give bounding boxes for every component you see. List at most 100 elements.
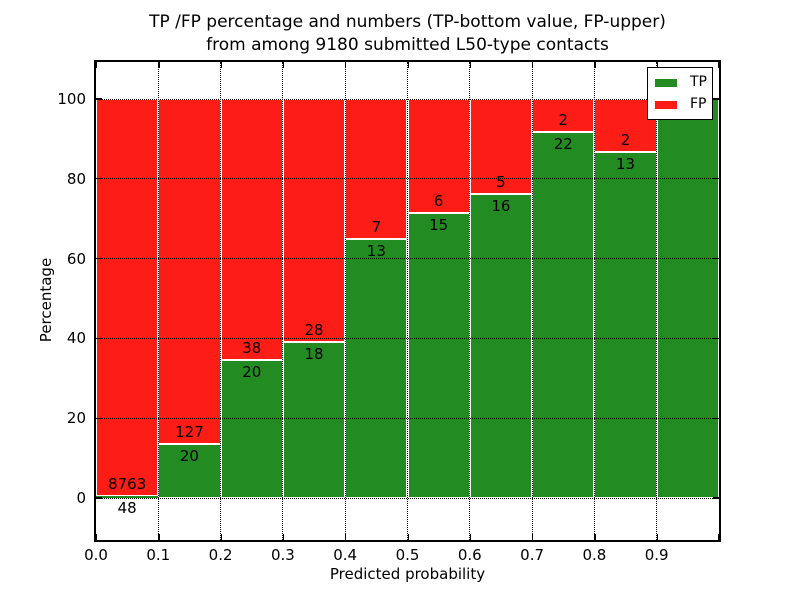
y-tick-mark [713,98,719,100]
x-tick-mark [96,534,98,540]
x-tick-mark [158,534,160,540]
x-tick-mark [717,62,720,68]
x-gridline [344,62,346,540]
fp-value-label: 6 [433,192,444,210]
x-tick-mark [469,62,472,68]
x-tick-mark [220,62,222,68]
x-tick-mark [282,534,285,540]
fp-bar-segment [469,99,533,194]
x-tick-mark [594,534,596,540]
x-tick-mark [96,62,98,68]
tp-value-label: 16 [491,197,511,215]
y-tick-label: 80 [66,169,86,188]
fp-bar-segment [407,99,470,213]
tp-bar-segment [158,443,221,498]
y-gridline [96,497,719,499]
y-tick-label: 20 [66,409,86,428]
tp-bar-segment [282,341,346,498]
tp-value-label: 48 [117,498,137,517]
x-gridline [469,62,471,540]
fp-value-label: 28 [304,320,324,339]
y-gridline [96,337,719,339]
fp-value-label: 7 [371,217,382,236]
y-tick-mark [96,417,102,419]
fp-value-label: 38 [242,339,262,358]
y-tick-mark [96,258,102,260]
y-gridline [96,98,719,100]
x-tick-mark [220,534,222,540]
chart-title-line2: from among 9180 submitted L50-type conta… [206,35,609,55]
y-tick-mark [713,417,719,419]
tp-value-label: 13 [366,241,386,260]
x-tick-mark [469,534,472,540]
y-tick-mark [96,337,102,340]
fp-bar-segment [345,99,408,239]
x-tick-label: 0.8 [582,546,607,564]
fp-value-label: 2 [558,111,569,130]
y-tick-mark [713,258,719,260]
x-tick-mark [282,62,285,68]
x-gridline [220,62,222,540]
x-gridline [407,62,408,540]
y-gridline [96,178,719,180]
legend-item-tp: TP [655,74,707,91]
x-tick-label: 0.6 [457,546,482,564]
legend: TP FP [647,67,713,120]
y-gridline [96,258,719,260]
tp-bar-segment [345,238,408,498]
y-tick-mark [96,497,102,499]
fp-bar-segment [594,99,657,153]
y-tick-label: 40 [66,329,86,348]
x-tick-label: 0.7 [520,546,545,564]
y-tick-label: 100 [57,90,86,108]
x-gridline [157,62,159,540]
fp-bar-segment [96,99,159,496]
x-axis-label: Predicted probability [329,565,486,583]
x-tick-label: 0.4 [333,546,358,564]
legend-label-fp: FP [690,96,707,112]
tp-color-swatch [655,78,677,87]
y-gridline [96,417,719,419]
fp-bar-segment [158,99,221,444]
y-tick-mark [713,178,719,180]
y-tick-mark [713,497,719,499]
tp-value-label: 15 [429,216,449,234]
y-tick-label: 60 [66,249,86,268]
x-gridline [282,62,284,540]
tp-value-label: 20 [179,446,199,465]
tp-value-label: 13 [616,155,636,174]
x-tick-mark [407,62,409,68]
x-tick-label: 0.2 [208,546,233,564]
tp-bar-segment [220,360,283,498]
tp-bar-segment [656,99,719,498]
x-tick-mark [532,534,534,540]
tp-bar-segment [532,132,595,498]
tp-value-label: 22 [553,135,573,154]
legend-label-tp: TP [690,74,707,90]
fp-bar-segment [532,99,595,133]
fp-bar-segment [220,99,283,361]
y-tick-mark [713,337,719,340]
x-tick-label: 0.1 [146,546,171,564]
tp-bar-segment [96,495,159,498]
tp-bar-segment [594,152,657,498]
x-tick-mark [717,534,720,540]
x-tick-label: 0.3 [270,546,295,564]
x-tick-mark [594,62,596,68]
y-tick-label: 0 [76,489,86,507]
tp-bar-segment [469,194,533,498]
chart-title-line1: TP /FP percentage and numbers (TP-bottom… [149,12,666,32]
x-tick-mark [158,62,160,68]
x-tick-mark [656,534,658,540]
fp-value-label: 2 [620,131,631,150]
x-tick-mark [656,62,658,68]
legend-item-fp: FP [655,96,707,113]
fp-color-swatch [655,100,677,109]
x-tick-mark [345,534,347,540]
x-tick-mark [532,62,534,68]
fp-value-label: 5 [496,173,506,191]
y-tick-mark [96,178,102,180]
x-tick-mark [407,534,409,540]
x-gridline [531,62,533,540]
